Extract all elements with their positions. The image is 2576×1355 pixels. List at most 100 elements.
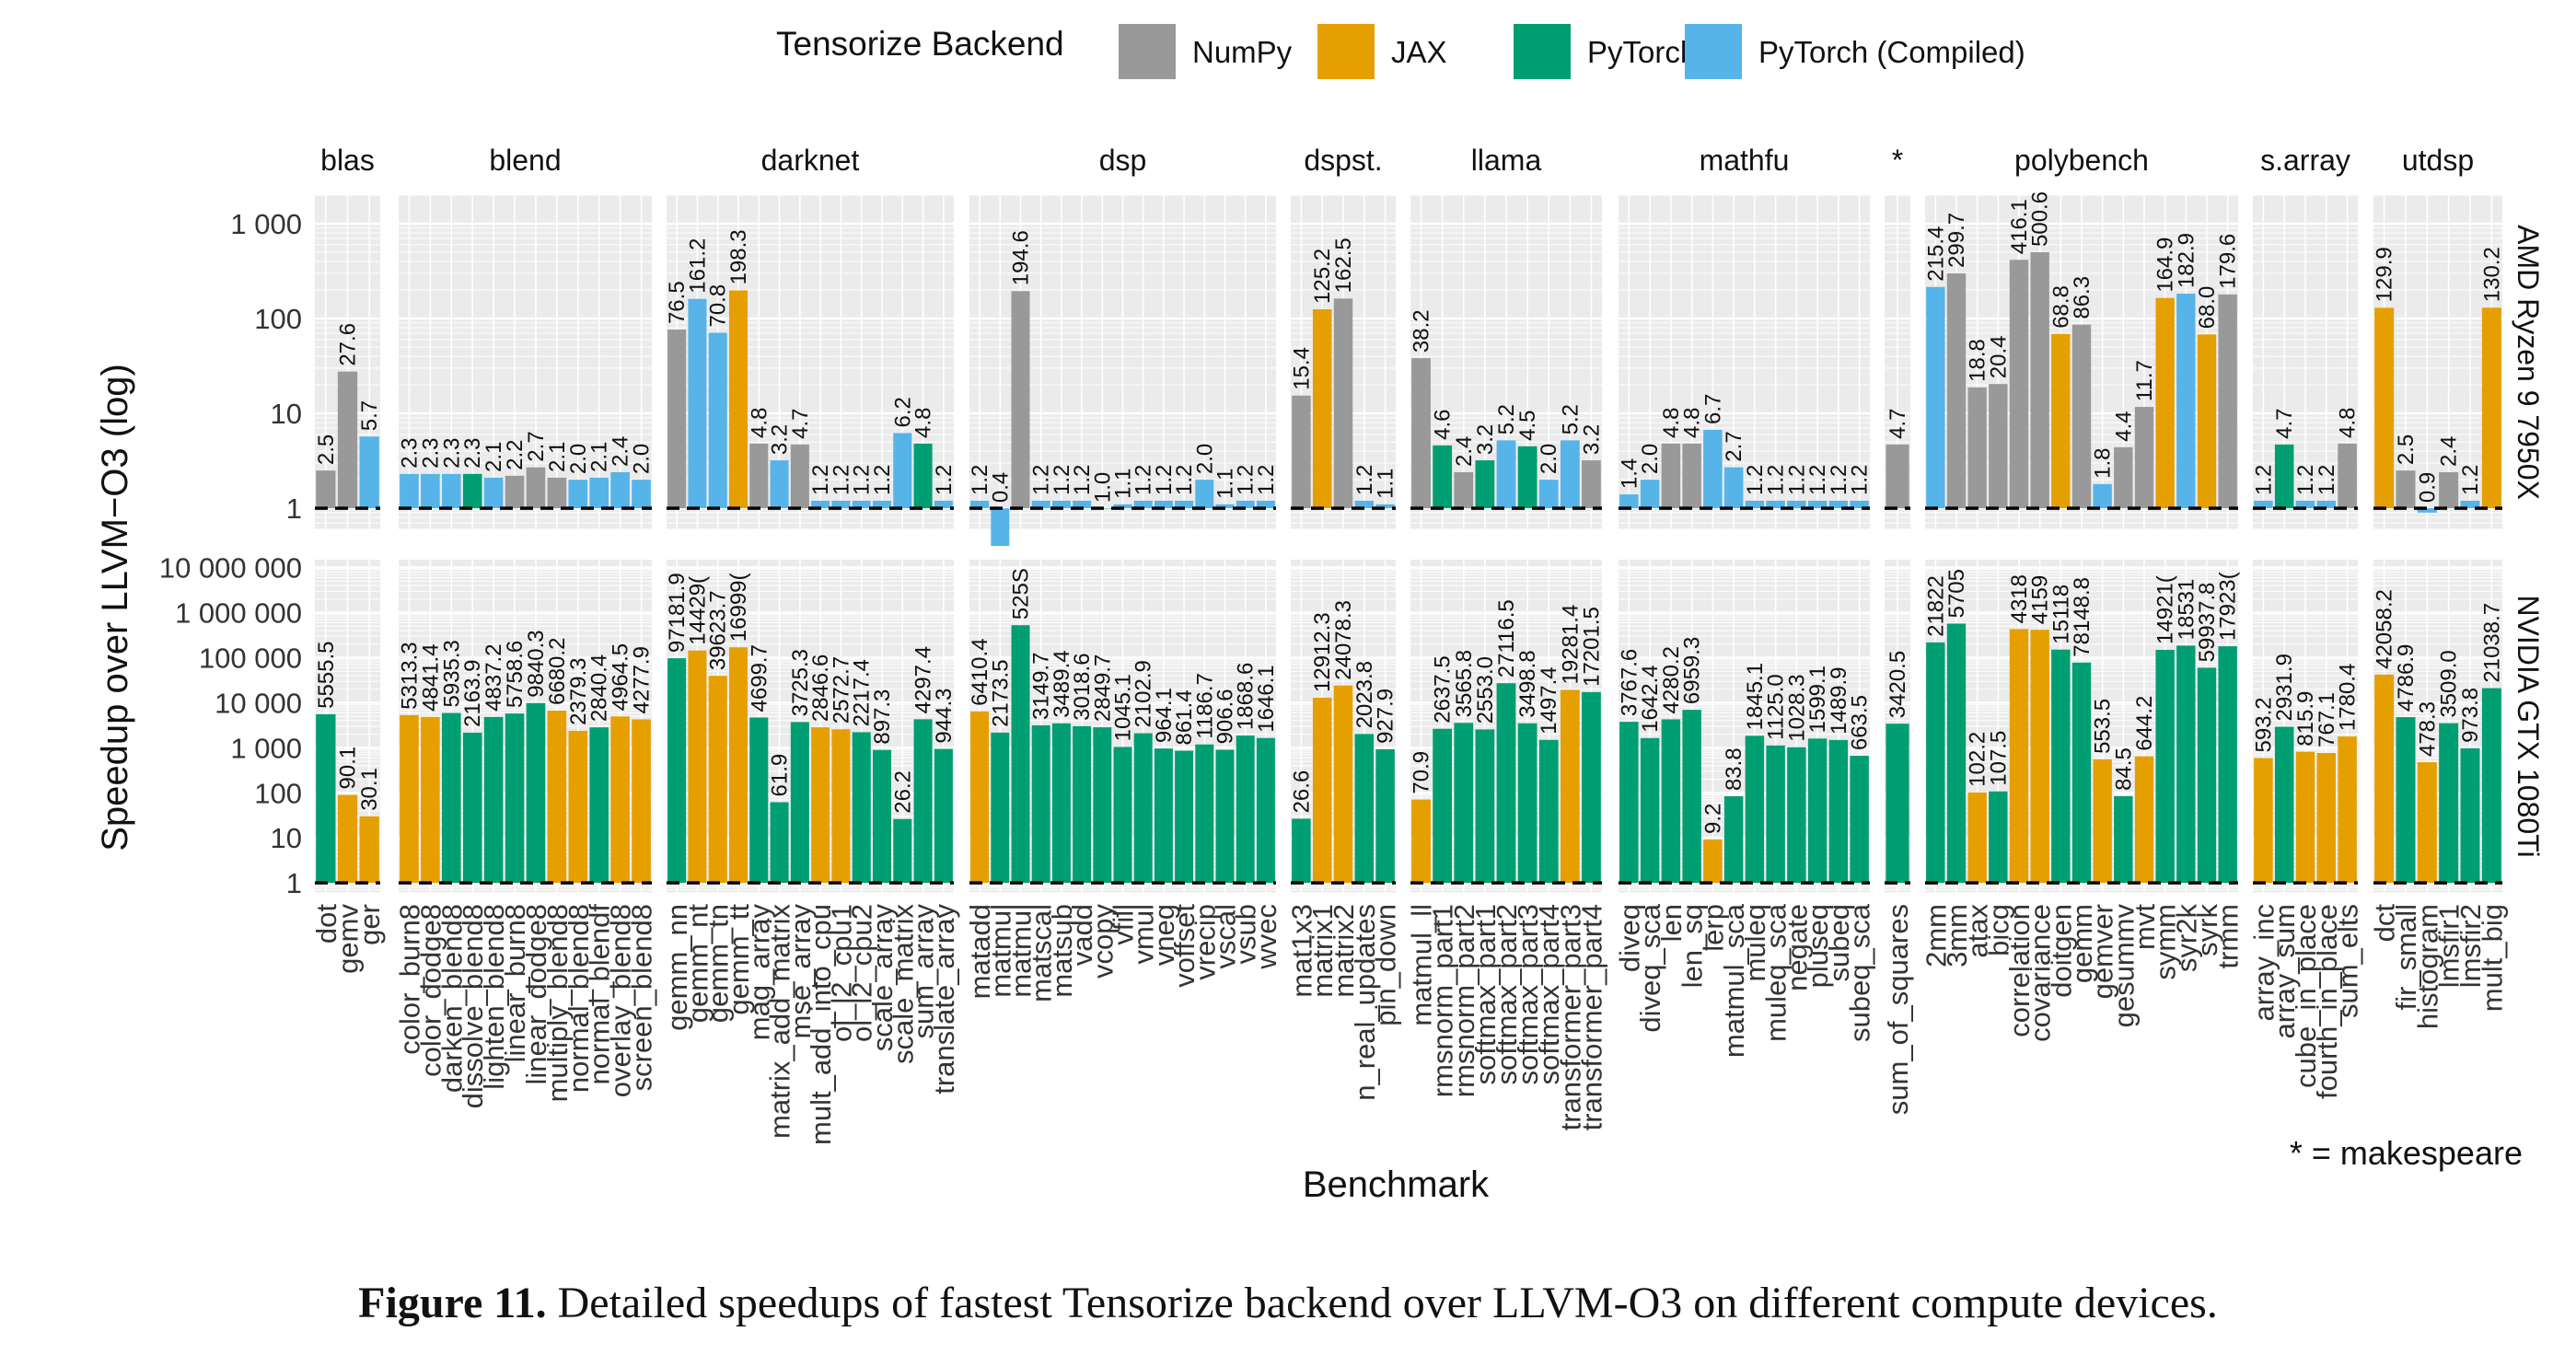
bar-value-label: 2.1 <box>482 442 506 472</box>
bar <box>1354 500 1375 509</box>
bar <box>1946 272 1967 509</box>
facet-strip-label: darknet <box>761 144 860 177</box>
bar-value-label: 84.5 <box>2111 747 2136 791</box>
bar-value-label: 198.3 <box>726 229 751 284</box>
legend-label: JAX <box>1391 35 1447 69</box>
bar <box>667 658 687 884</box>
bar <box>462 732 482 884</box>
facet-strip-label: blend <box>489 144 561 177</box>
bar-value-label: 4.8 <box>1680 408 1705 438</box>
bar <box>2460 500 2480 509</box>
y-tick-label: 10 000 <box>215 687 302 719</box>
bar-value-label: 2.0 <box>1537 444 1561 474</box>
bar-value-label: 18.8 <box>1966 339 1990 382</box>
bar-value-label: 4786.9 <box>2394 644 2419 712</box>
bar-value-label: 90.1 <box>336 747 361 790</box>
bar <box>1787 747 1806 884</box>
bar-value-label: 5935.3 <box>439 640 464 707</box>
y-tick-label: 10 <box>271 398 302 430</box>
legend-label: PyTorch <box>1587 35 1697 69</box>
x-tick-label: ger <box>354 904 386 945</box>
bar-value-label: 27116.5 <box>1494 599 1519 678</box>
bar <box>2155 649 2175 884</box>
x-tick-label: negate <box>1781 904 1813 991</box>
row-strip-label: AMD Ryzen 9 7950X <box>2512 225 2545 500</box>
x-tick-label: pluseq <box>1802 904 1834 988</box>
bar-value-label: 5.7 <box>357 400 382 431</box>
bar <box>2071 324 2092 509</box>
bar-value-label: 6.2 <box>890 397 915 427</box>
bar-value-label: 2846.6 <box>808 654 833 722</box>
facet-strip-label: * <box>1892 144 1903 177</box>
bar-value-label: 4.7 <box>2272 409 2297 439</box>
bar-value-label: 2.0 <box>566 444 591 474</box>
bar-value-label: 416.1 <box>2007 199 2032 254</box>
bar <box>2134 407 2154 509</box>
bar <box>1517 723 1537 884</box>
bar <box>568 480 588 509</box>
bar <box>2338 736 2357 884</box>
bar <box>2009 260 2029 509</box>
x-tick-label: vneg <box>1148 904 1180 966</box>
bar <box>1723 467 1744 509</box>
x-tick-label: color_burn8 <box>393 904 425 1055</box>
bar <box>505 713 525 884</box>
bar-value-label: 1.2 <box>2251 465 2276 495</box>
bar <box>2396 717 2416 884</box>
bar-value-label: 1028.3 <box>1784 674 1809 741</box>
bar <box>1375 748 1395 884</box>
x-tick-label: vscal <box>1210 904 1242 969</box>
bar-value-label: 2.5 <box>2394 434 2419 465</box>
bar-value-label: 38.2 <box>1410 309 1434 353</box>
caption-label: Figure 11. <box>358 1279 547 1327</box>
legend-title: Tensorize Backend <box>776 25 1064 63</box>
bar <box>337 371 358 509</box>
bar-value-label: 6.7 <box>1700 394 1725 424</box>
bar <box>316 713 336 884</box>
bar-value-label: 107.5 <box>1986 731 2011 786</box>
bar-value-label: 1.8 <box>2091 447 2116 478</box>
x-tick-label: muleq_sca <box>1760 903 1793 1042</box>
bar <box>1619 722 1639 884</box>
bar <box>1093 727 1112 884</box>
bar <box>1946 623 1967 884</box>
x-tick-label: mse_array <box>784 904 817 1039</box>
bar <box>1682 443 1701 509</box>
bar <box>1582 460 1601 509</box>
bar-value-label: 525S <box>1009 568 1034 620</box>
x-tick-label: gemm_nt <box>681 904 714 1024</box>
y-axis-title: Speedup over LLVM−O3 (log) <box>95 364 135 851</box>
bar <box>441 712 461 884</box>
bar <box>1989 791 2008 884</box>
bar-value-label: 3.2 <box>1473 424 1498 455</box>
bar <box>1926 286 1945 509</box>
x-tick-label: gemm_tt <box>723 904 755 1015</box>
bar <box>1411 799 1431 884</box>
bar-value-label: 1.2 <box>808 465 833 495</box>
facet-strip-label: mathfu <box>1700 144 1790 177</box>
bar-value-label: 1.2 <box>1131 465 1156 495</box>
bar <box>708 676 727 884</box>
bar <box>547 477 567 509</box>
facet-strip-label: llama <box>1471 144 1542 177</box>
bar-value-label: 4964.5 <box>609 643 633 711</box>
bar-value-label: 18531 <box>2174 579 2199 641</box>
bar <box>547 710 567 884</box>
bar <box>1828 739 1849 884</box>
x-tick-label: vsub <box>1230 904 1262 964</box>
x-tick-label: lmsfir2 <box>2454 904 2487 988</box>
bar-value-label: 4.8 <box>911 408 936 438</box>
bar <box>708 332 727 509</box>
bar-value-label: 5758.6 <box>503 641 528 708</box>
bar-value-label: 0.4 <box>988 472 1013 503</box>
bar <box>589 727 609 884</box>
bar <box>934 748 953 884</box>
bar-value-label: 2.4 <box>609 436 633 467</box>
x-tick-label: mult_add_into_cpu <box>805 904 837 1145</box>
bar <box>589 477 609 509</box>
footnote: * = makespeare <box>2290 1134 2523 1172</box>
x-tick-label: matrix2 <box>1328 904 1360 998</box>
bar-value-label: 2.3 <box>397 437 422 468</box>
x-tick-label: histogram <box>2411 904 2443 1029</box>
